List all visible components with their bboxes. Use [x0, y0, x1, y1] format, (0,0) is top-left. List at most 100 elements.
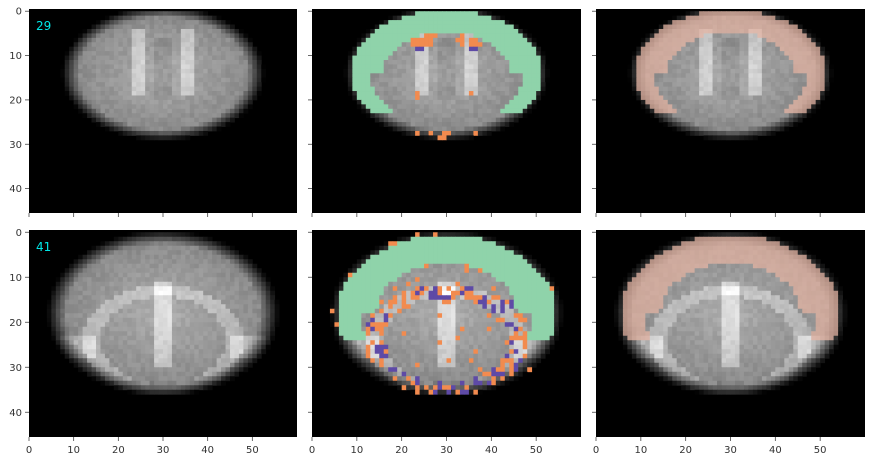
- voxel: [757, 100, 762, 105]
- voxel: [766, 109, 771, 114]
- voxel: [455, 38, 460, 43]
- voxel: [132, 336, 137, 341]
- voxel: [114, 237, 119, 242]
- voxel: [65, 73, 70, 78]
- voxel: [163, 56, 168, 61]
- voxel: [681, 16, 686, 21]
- voxel: [145, 349, 150, 354]
- voxel: [500, 87, 505, 92]
- voxel: [379, 42, 384, 47]
- voxel: [659, 64, 664, 69]
- voxel: [74, 354, 79, 359]
- voxel: [447, 131, 452, 136]
- voxel: [509, 104, 514, 109]
- voxel: [469, 60, 474, 65]
- voxel: [645, 33, 650, 38]
- voxel: [60, 331, 65, 336]
- voxel: [118, 113, 123, 118]
- voxel: [636, 73, 641, 78]
- voxel: [518, 91, 523, 96]
- voxel: [145, 73, 150, 78]
- voxel: [114, 20, 119, 25]
- voxel: [150, 237, 155, 242]
- voxel: [451, 25, 456, 30]
- voxel: [230, 322, 235, 327]
- voxel: [100, 29, 105, 34]
- voxel: [807, 87, 812, 92]
- voxel: [172, 358, 177, 363]
- voxel: [825, 91, 830, 96]
- voxel: [699, 33, 704, 38]
- voxel: [726, 91, 731, 96]
- voxel: [807, 56, 812, 61]
- voxel: [141, 363, 146, 368]
- voxel: [56, 331, 61, 336]
- voxel: [51, 327, 56, 332]
- voxel: [366, 113, 371, 118]
- voxel: [74, 51, 79, 56]
- voxel: [757, 16, 762, 21]
- voxel: [455, 78, 460, 83]
- voxel: [762, 87, 767, 92]
- voxel: [717, 51, 722, 56]
- voxel: [172, 29, 177, 34]
- voxel: [784, 56, 789, 61]
- voxel: [105, 300, 110, 305]
- voxel: [469, 29, 474, 34]
- voxel: [518, 56, 523, 61]
- voxel: [145, 340, 150, 345]
- voxel: [411, 127, 416, 132]
- voxel: [500, 246, 505, 251]
- voxel: [87, 87, 92, 92]
- voxel: [114, 255, 119, 260]
- voxel: [234, 345, 239, 350]
- voxel: [159, 259, 164, 264]
- voxel: [722, 135, 727, 140]
- voxel: [51, 304, 56, 309]
- voxel: [221, 349, 226, 354]
- voxel: [239, 309, 244, 314]
- voxel: [87, 264, 92, 269]
- voxel: [447, 259, 452, 264]
- voxel: [69, 313, 74, 318]
- voxel: [243, 95, 248, 100]
- voxel: [154, 237, 159, 242]
- voxel: [199, 367, 204, 372]
- voxel: [509, 64, 514, 69]
- voxel: [695, 118, 700, 123]
- voxel: [243, 109, 248, 114]
- voxel: [199, 82, 204, 87]
- voxel: [212, 33, 217, 38]
- voxel: [704, 20, 709, 25]
- voxel: [230, 291, 235, 296]
- voxel: [83, 345, 88, 350]
- voxel: [163, 100, 168, 105]
- voxel: [275, 309, 280, 314]
- voxel: [704, 47, 709, 52]
- voxel: [771, 104, 776, 109]
- voxel: [208, 51, 213, 56]
- voxel: [181, 232, 186, 237]
- voxel: [230, 64, 235, 69]
- voxel: [455, 100, 460, 105]
- voxel: [123, 273, 128, 278]
- voxel: [802, 69, 807, 74]
- voxel: [141, 131, 146, 136]
- voxel: [668, 104, 673, 109]
- voxel: [65, 345, 70, 350]
- voxel: [798, 109, 803, 114]
- voxel: [199, 131, 204, 136]
- voxel: [87, 60, 92, 65]
- voxel: [132, 113, 137, 118]
- voxel: [487, 42, 492, 47]
- voxel: [190, 390, 195, 395]
- voxel: [388, 73, 393, 78]
- voxel: [509, 73, 514, 78]
- voxel: [212, 91, 217, 96]
- voxel: [672, 51, 677, 56]
- voxel: [243, 47, 248, 52]
- voxel: [766, 20, 771, 25]
- voxel: [780, 29, 785, 34]
- voxel: [118, 73, 123, 78]
- voxel: [203, 354, 208, 359]
